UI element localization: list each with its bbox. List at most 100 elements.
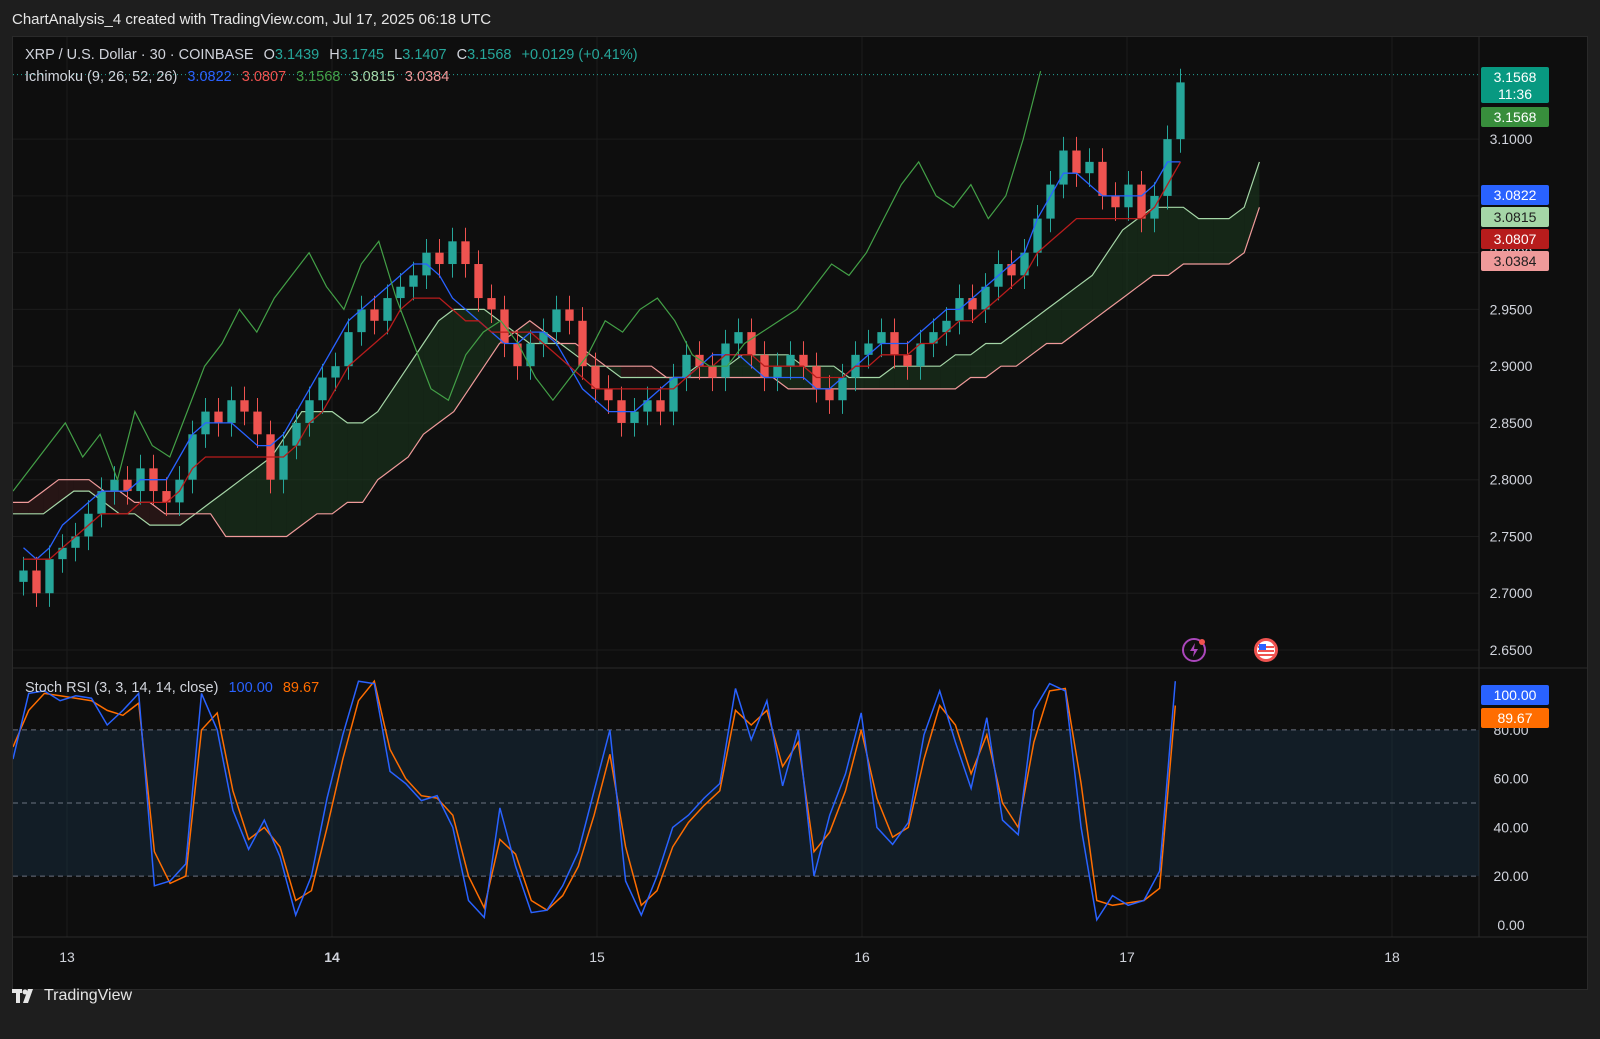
ichimoku-cloud-segment: [1061, 286, 1077, 344]
candle-body: [565, 309, 574, 321]
price-tick-label: 2.7500: [1490, 528, 1533, 544]
candle-body: [409, 275, 418, 287]
candle-body: [1163, 139, 1172, 196]
ichimoku-cloud-segment: [393, 366, 409, 469]
stoch-rsi-legend[interactable]: Stoch RSI (3, 3, 14, 14, close) 100.00 8…: [25, 680, 325, 696]
ichimoku-cloud-segment: [985, 343, 1001, 378]
lightning-icon[interactable]: [1181, 637, 1207, 663]
symbol-label[interactable]: XRP / U.S. Dollar · 30 · COINBASE: [25, 47, 254, 63]
candle-body: [786, 354, 795, 367]
span-b-price-label: 3.0384: [1481, 251, 1549, 271]
candle-body: [903, 354, 912, 367]
candle-body: [721, 343, 730, 378]
candle-body: [526, 343, 535, 367]
ichimoku-cloud-segment: [1107, 229, 1123, 310]
ichimoku-cloud-segment: [453, 309, 469, 412]
candle-body: [188, 434, 197, 480]
candle-body: [1033, 218, 1042, 253]
ichimoku-cloud-segment: [210, 491, 226, 537]
candle-body: [604, 388, 613, 401]
ichimoku-cloud-segment: [438, 309, 454, 423]
candle-body: [162, 491, 171, 503]
candle-body: [370, 309, 379, 321]
price-tick-label: 2.6500: [1490, 642, 1533, 658]
ichimoku-cloud-segment: [1229, 207, 1245, 265]
open-label: O: [263, 47, 275, 63]
ichimoku-cloud-segment: [362, 411, 378, 503]
candle-body: [630, 411, 639, 423]
ichimoku-cloud-segment: [104, 491, 120, 514]
time-tick-label: 15: [589, 949, 605, 965]
candle-body: [916, 343, 925, 367]
ichimoku-cloud-segment: [1244, 161, 1260, 253]
candle-body: [1072, 150, 1081, 174]
ichimoku-cloud-segment: [58, 479, 74, 503]
tradingview-brand: TradingView: [44, 987, 133, 1004]
candle-body: [461, 241, 470, 265]
ichimoku-span-b-line: [13, 207, 1260, 538]
ichimoku-span-a-line: [13, 161, 1260, 526]
ichimoku-cloud-segment: [849, 377, 865, 389]
candle-body: [1059, 150, 1068, 185]
time-tick-label: 14: [324, 949, 340, 965]
candle-body: [968, 298, 977, 310]
open-value: 3.1439: [274, 47, 320, 63]
stoch-k-line: [13, 680, 1177, 922]
low-label: L: [394, 47, 403, 63]
price-tick-label: 2.8500: [1490, 415, 1533, 431]
candle-body: [1176, 82, 1185, 140]
stoch-d-price-label: 89.67: [1481, 708, 1549, 728]
candle-body: [1085, 161, 1094, 174]
chart-frame[interactable]: 3.10003.05003.00002.95002.90002.85002.80…: [12, 36, 1588, 990]
stoch-d-value: 89.67: [282, 680, 320, 696]
candle-body: [305, 400, 314, 423]
candle-body: [877, 332, 886, 344]
ichimoku-cloud-segment: [408, 343, 424, 457]
candle-body: [435, 252, 444, 265]
ichimoku-cloud-segment: [165, 513, 181, 526]
ichimoku-cloud-segment: [1001, 332, 1017, 367]
ichimoku-cloud-segment: [864, 377, 880, 389]
ichimoku-legend[interactable]: Ichimoku (9, 26, 52, 26) 3.0822 3.0807 3…: [25, 69, 455, 85]
time-tick-label: 16: [854, 949, 870, 965]
candle-body: [929, 332, 938, 344]
chart-canvas[interactable]: 3.10003.05003.00002.95002.90002.85002.80…: [13, 37, 1587, 989]
candle-body: [643, 400, 652, 412]
ichimoku-cloud-segment: [13, 502, 29, 514]
candle-body: [292, 422, 301, 446]
candle-body: [110, 479, 119, 492]
candle-body: [942, 320, 951, 333]
price-tick-label: 2.7000: [1490, 585, 1533, 601]
candle-body: [981, 286, 990, 310]
candle-body: [799, 354, 808, 367]
ichimoku-cloud-segment: [1016, 320, 1032, 367]
candle-body: [331, 366, 340, 378]
ichimoku-cloud-segment: [621, 366, 637, 378]
candle-body: [19, 570, 28, 582]
candle-body: [773, 366, 782, 378]
ichimoku-cloud-segment: [925, 366, 941, 389]
candle-body: [71, 536, 80, 548]
candle-body: [539, 332, 548, 344]
us-flag-icon[interactable]: [1253, 637, 1279, 663]
candle-body: [383, 298, 392, 321]
candle-body: [448, 241, 457, 265]
candle-body: [682, 354, 691, 378]
stoch-k-price-label: 100.00: [1481, 685, 1549, 705]
ichimoku-cloud-segment: [879, 366, 895, 389]
ichimoku-cloud-segment: [1122, 218, 1138, 299]
candle-body: [656, 400, 665, 412]
tradingview-footer[interactable]: TradingView: [12, 987, 132, 1005]
ichimoku-label: Ichimoku (9, 26, 52, 26): [25, 69, 178, 85]
ichimoku-cloud-segment: [225, 479, 241, 537]
ichimoku-lagging-value: 3.1568: [296, 69, 341, 85]
span-a-price-label: 3.0815: [1481, 207, 1549, 227]
ichimoku-cloud-segment: [1153, 207, 1169, 276]
ichimoku-cloud-segment: [423, 320, 439, 435]
ichimoku-cloud-segment: [970, 343, 986, 378]
last-price-label: 3.1568 11:36: [1481, 67, 1549, 103]
time-tick-label: 17: [1119, 949, 1135, 965]
lagging-price-label: 3.1568: [1481, 107, 1549, 127]
stoch-tick-label: 20.00: [1493, 868, 1528, 884]
stoch-k-value: 100.00: [228, 680, 273, 696]
